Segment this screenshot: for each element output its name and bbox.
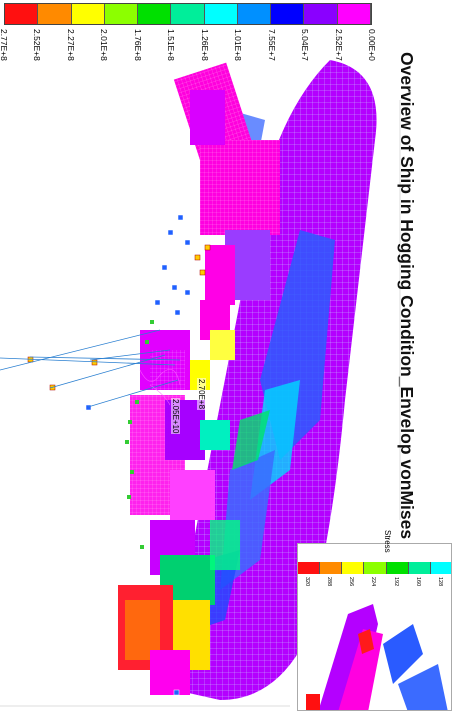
- stress-legend-colorbar: [4, 3, 372, 25]
- legend-swatch: [337, 4, 371, 24]
- legend-swatch: [71, 4, 105, 24]
- legend-swatch: [271, 4, 305, 24]
- inset-tick-label: 160: [414, 577, 421, 587]
- legend-swatch: [304, 4, 338, 24]
- legend-swatch: [138, 4, 172, 24]
- legend-swatch: [104, 4, 139, 24]
- legend-swatch: [204, 4, 238, 24]
- inset-legend-colorbar: [298, 562, 451, 574]
- inset-tick-label: 320: [304, 577, 310, 587]
- inset-tick-label: 224: [370, 577, 377, 587]
- inset-panel: [297, 543, 452, 711]
- inset-legend-swatch: [430, 562, 451, 574]
- legend-swatch: [5, 4, 39, 24]
- legend-swatch: [237, 4, 272, 24]
- probe-label-2: 2.70E+8: [197, 378, 206, 411]
- inset-legend-swatch: [298, 562, 321, 574]
- inset-tick-label: 256: [348, 577, 355, 587]
- inset-tick-label: 192: [392, 577, 399, 587]
- inset-model: [306, 604, 448, 710]
- inset-legend-swatch: [386, 562, 409, 574]
- inset-legend-swatch: [320, 562, 343, 574]
- inset-legend-swatch: [408, 562, 431, 574]
- inset-legend-swatch: [342, 562, 365, 574]
- legend-swatch: [38, 4, 72, 24]
- inset-tick-label: 288: [326, 577, 333, 587]
- probe-label-1: 2.05E+10: [171, 398, 180, 435]
- inset-legend-swatch: [364, 562, 387, 574]
- legend-swatch: [171, 4, 205, 24]
- inset-legend-label: Stress: [383, 530, 392, 553]
- inset-tick-label: 128: [436, 577, 443, 587]
